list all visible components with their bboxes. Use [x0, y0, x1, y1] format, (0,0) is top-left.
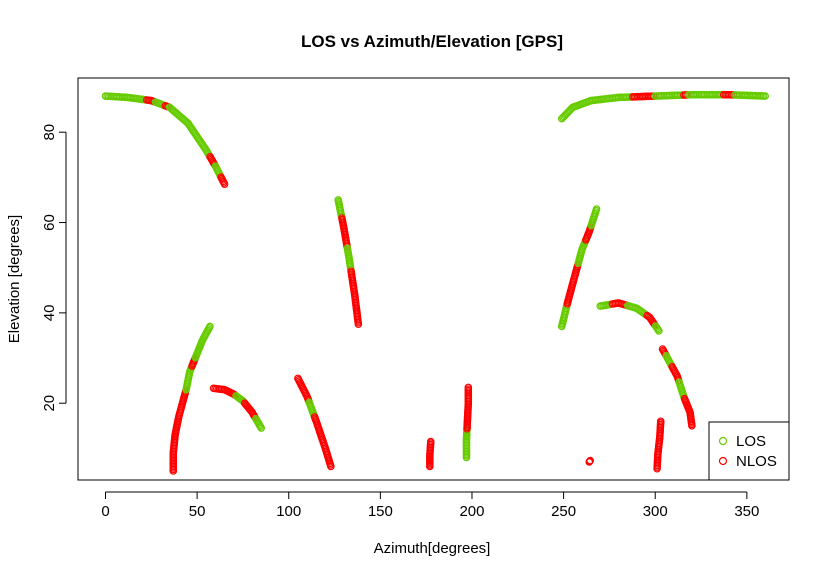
x-tick-label: 200 — [459, 503, 484, 520]
data-point-nlos — [464, 383, 473, 392]
data-point-los — [206, 322, 214, 331]
x-tick-label: 100 — [276, 503, 301, 520]
legend-label-nlos: NLOS — [736, 453, 777, 470]
data-point-nlos — [586, 456, 594, 465]
legend-marker-los — [718, 436, 728, 446]
x-axis-label: Azimuth[degrees] — [374, 540, 491, 557]
data-point-nlos — [327, 462, 335, 471]
data-point-nlos — [656, 417, 665, 426]
data-point-los — [257, 424, 266, 432]
data-point-nlos — [426, 437, 435, 446]
x-tick-label: 50 — [189, 503, 206, 520]
y-tick-label: 40 — [41, 305, 58, 322]
y-tick-label: 20 — [41, 395, 58, 412]
y-axis: 20 40 60 80 — [41, 124, 67, 412]
y-tick-label: 60 — [41, 214, 58, 231]
y-tick-label: 80 — [41, 124, 58, 141]
data-point-nlos — [354, 320, 363, 328]
x-tick-label: 0 — [101, 503, 109, 520]
data-point-nlos — [688, 421, 696, 430]
x-axis: 0 50 100 150 200 250 300 350 — [101, 491, 759, 520]
legend-marker-nlos — [718, 456, 728, 466]
data-point-los — [655, 327, 663, 335]
data-point-los — [592, 205, 601, 213]
x-tick-label: 150 — [368, 503, 393, 520]
x-tick-label: 250 — [551, 503, 576, 520]
chart-title: LOS vs Azimuth/Elevation [GPS] — [301, 32, 563, 51]
legend-box — [708, 421, 790, 481]
x-tick-label: 300 — [643, 503, 668, 520]
plot-area — [77, 77, 790, 481]
data-points — [101, 90, 769, 475]
y-axis-label: Elevation [degrees] — [6, 215, 23, 343]
legend-label-los: LOS — [736, 433, 766, 450]
data-point-los — [654, 325, 662, 334]
x-tick-label: 350 — [734, 503, 759, 520]
legend: LOS NLOS — [708, 421, 790, 481]
data-point-los — [761, 92, 769, 100]
data-point-nlos — [220, 180, 229, 188]
